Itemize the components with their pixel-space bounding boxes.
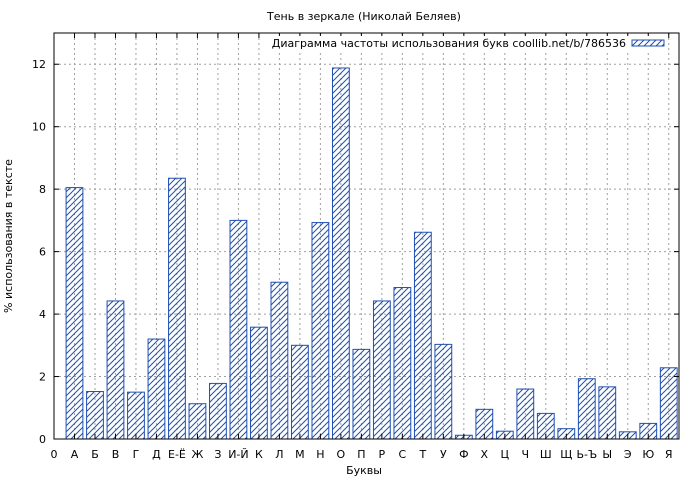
x-axis-label: Буквы: [346, 464, 382, 477]
x-tick-label: Д: [152, 448, 161, 461]
bar: [209, 382, 227, 440]
y-tick-label: 12: [32, 58, 46, 71]
y-axis-ticks: 0 2 4 6 8 10 12: [32, 58, 679, 446]
bar: [413, 231, 432, 440]
x-tick-label: К: [255, 448, 263, 461]
x-tick-label: В: [112, 448, 120, 461]
bar: [127, 391, 145, 440]
bar: [291, 344, 309, 440]
legend-swatch: [631, 39, 665, 47]
x-axis-ticks: 0 А Б В Г Д Е-Ё Ж З И-Й К Л М Н О П Р С Т У Ф Х Ц Ч Ш Щ Ь-Ъ Ы Э Ю Я: [51, 33, 673, 461]
x-tick-label: Ы: [602, 448, 612, 461]
bar: [188, 403, 207, 440]
bar: [393, 287, 412, 440]
bar: [311, 222, 330, 440]
grid: [54, 33, 679, 439]
bar: [168, 177, 186, 440]
x-tick-label: М: [295, 448, 305, 461]
bar: [659, 367, 678, 440]
bar: [516, 388, 535, 440]
y-tick-label: 4: [39, 308, 46, 321]
x-tick-label: Н: [316, 448, 324, 461]
y-tick-label: 2: [39, 371, 46, 384]
bar: [147, 338, 166, 440]
legend: Диаграмма частоты использования букв coo…: [268, 36, 666, 51]
legend-label: Диаграмма частоты использования букв coo…: [272, 37, 626, 50]
y-tick-label: 6: [39, 246, 46, 259]
x-tick-label: Ц: [501, 448, 510, 461]
x-tick-label: У: [440, 448, 447, 461]
x-tick-label: А: [71, 448, 79, 461]
x-tick-label: С: [399, 448, 407, 461]
x-tick-label: Х: [481, 448, 489, 461]
bar: [331, 67, 350, 440]
legend-background: [268, 36, 666, 51]
chart-title: Тень в зеркале (Николай Беляев): [266, 10, 461, 23]
bar: [86, 391, 104, 440]
x-tick-label: И-Й: [228, 448, 248, 461]
bars: [65, 67, 678, 440]
bar: [372, 300, 391, 440]
x-tick-label: Щ: [560, 448, 572, 461]
bar: [229, 219, 248, 440]
x-tick-label: Т: [418, 448, 426, 461]
bar: [250, 326, 268, 440]
x-tick-label: Б: [91, 448, 99, 461]
x-tick-label: О: [337, 448, 346, 461]
x-tick-label: Ш: [540, 448, 552, 461]
bar: [577, 378, 596, 440]
x-tick-label: Р: [379, 448, 386, 461]
y-axis-label: % использования в тексте: [2, 159, 15, 313]
x-tick-label: Я: [665, 448, 673, 461]
x-tick-label: З: [214, 448, 221, 461]
y-tick-label: 8: [39, 183, 46, 196]
bar: [106, 300, 125, 440]
bar: [352, 348, 371, 440]
x-tick-label: Э: [624, 448, 632, 461]
x-tick-label: 0: [51, 448, 58, 461]
x-tick-label: Г: [133, 448, 140, 461]
bar: [270, 281, 289, 440]
bar: [65, 187, 84, 440]
x-tick-label: Ч: [522, 448, 530, 461]
plot-frame: [53, 32, 680, 440]
x-tick-label: П: [357, 448, 365, 461]
x-tick-label: Ж: [192, 448, 204, 461]
y-tick-label: 0: [39, 433, 46, 446]
x-tick-label: Л: [275, 448, 283, 461]
bar: [598, 386, 617, 440]
x-tick-label: Ю: [642, 448, 654, 461]
x-tick-label: Ф: [459, 448, 468, 461]
x-tick-label: Е-Ё: [168, 448, 186, 461]
y-tick-label: 10: [32, 121, 46, 134]
bar: [434, 343, 453, 440]
x-tick-label: Ь-Ъ: [576, 448, 597, 461]
